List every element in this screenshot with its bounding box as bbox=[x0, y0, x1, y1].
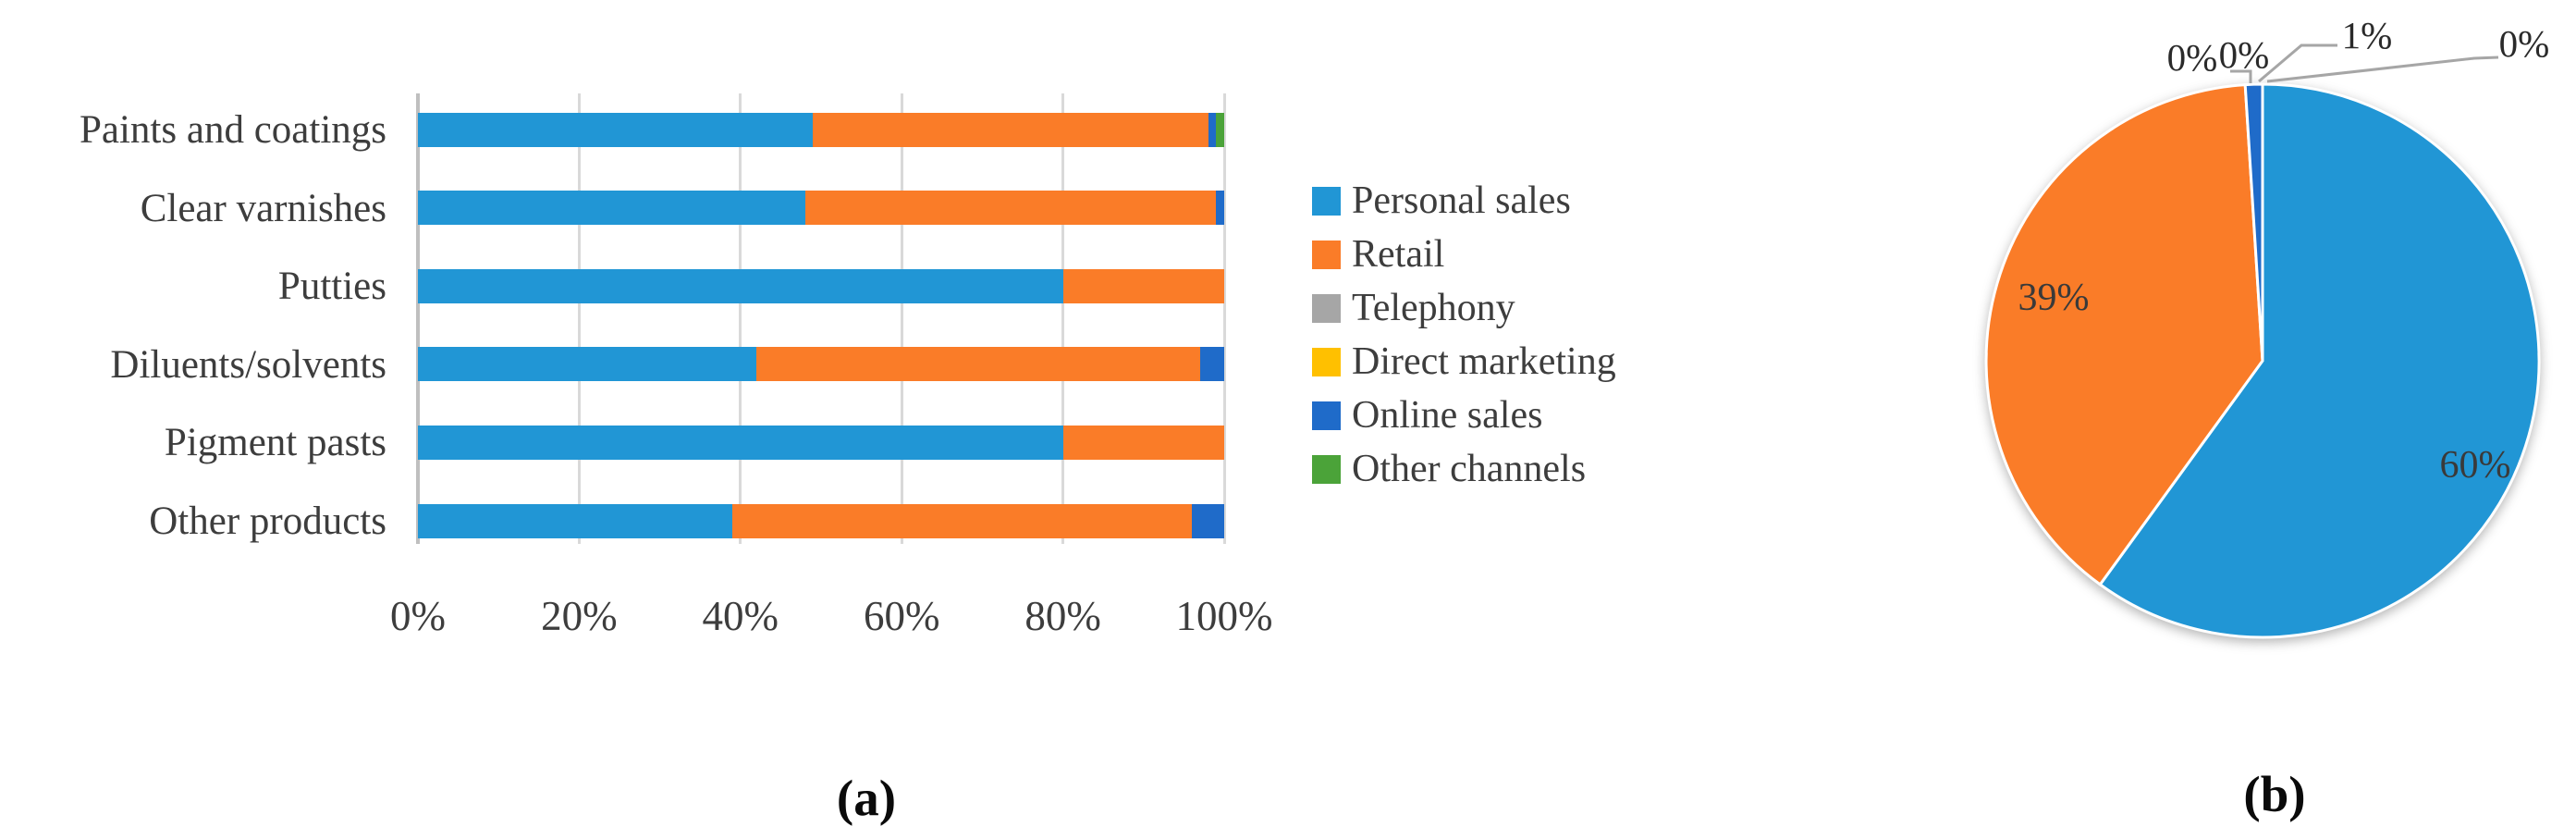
legend-label: Personal sales bbox=[1352, 179, 1571, 222]
bar-segment-retail bbox=[732, 503, 1193, 538]
bar-segment-online_sales bbox=[1208, 112, 1217, 147]
x-tick-label: 40% bbox=[702, 593, 779, 639]
legend-swatch-other_channels bbox=[1312, 455, 1341, 484]
legend-swatch-telephony bbox=[1312, 294, 1341, 323]
x-tick-label: 0% bbox=[390, 593, 446, 639]
category-label: Putties bbox=[277, 265, 386, 309]
bar-segment-online_sales bbox=[1216, 191, 1224, 226]
bar-segment-retail bbox=[804, 191, 1217, 226]
x-gridline bbox=[900, 93, 903, 544]
category-label: Diluents/solvents bbox=[110, 342, 386, 387]
bar-row bbox=[418, 425, 1224, 460]
bar-segment-retail bbox=[1062, 268, 1224, 303]
bar-row bbox=[418, 112, 1224, 147]
x-tick-label: 80% bbox=[1024, 593, 1101, 639]
bar-segment-personal_sales bbox=[418, 112, 814, 147]
bar-row bbox=[418, 268, 1224, 303]
y-axis-line bbox=[416, 93, 420, 544]
bar-segment-online_sales bbox=[1192, 503, 1224, 538]
caption-b: (b) bbox=[2243, 766, 2306, 822]
x-tick-label: 20% bbox=[541, 593, 618, 639]
pie-slice-online_sales bbox=[2243, 82, 2264, 362]
legend-swatch-personal_sales bbox=[1312, 187, 1341, 216]
bar-segment-retail bbox=[813, 112, 1208, 147]
legend-swatch-retail bbox=[1312, 241, 1341, 269]
x-tick-label: 100% bbox=[1175, 593, 1273, 639]
bar-row bbox=[418, 191, 1224, 226]
bar-segment-personal_sales bbox=[418, 425, 1063, 460]
legend-label: Other channels bbox=[1352, 448, 1587, 490]
pie-slice-personal_sales bbox=[2098, 82, 2541, 639]
legend-label: Telephony bbox=[1352, 287, 1515, 329]
category-label: Pigment pasts bbox=[164, 421, 386, 465]
legend-swatch-online_sales bbox=[1312, 401, 1341, 430]
pie-data-label-direct_marketing: 0% bbox=[2219, 33, 2270, 76]
caption-a: (a) bbox=[836, 770, 897, 826]
bar-segment-retail bbox=[756, 347, 1200, 382]
legend-label: Online sales bbox=[1352, 394, 1543, 437]
bar-segment-online_sales bbox=[1199, 347, 1224, 382]
bar-segment-retail bbox=[1062, 425, 1224, 460]
x-gridline bbox=[1222, 93, 1226, 544]
bar-row bbox=[418, 503, 1224, 538]
pie bbox=[1984, 82, 2541, 639]
pie-leader-line bbox=[2230, 69, 2252, 83]
bar-segment-personal_sales bbox=[418, 268, 1063, 303]
bar-segment-personal_sales bbox=[418, 347, 757, 382]
category-label: Other products bbox=[149, 500, 386, 543]
x-tick-label: 60% bbox=[863, 593, 940, 639]
pie-data-label-personal_sales: 60% bbox=[2440, 444, 2511, 487]
pie-data-label-retail: 39% bbox=[2018, 277, 2090, 319]
legend-label: Direct marketing bbox=[1352, 340, 1616, 383]
bar-segment-other_channels bbox=[1216, 112, 1224, 147]
pie-data-label-other_channels: 0% bbox=[2499, 22, 2550, 65]
pie-data-label-telephony: 0% bbox=[2167, 36, 2218, 79]
legend-label: Retail bbox=[1352, 233, 1445, 276]
category-label: Clear varnishes bbox=[140, 186, 386, 230]
pie-leader-line bbox=[2258, 43, 2337, 83]
category-label: Paints and coatings bbox=[79, 108, 386, 152]
x-gridline bbox=[577, 93, 581, 544]
x-gridline bbox=[739, 93, 742, 544]
pie-leader-line bbox=[2266, 56, 2499, 83]
bar-segment-personal_sales bbox=[418, 191, 805, 226]
bar-segment-personal_sales bbox=[418, 503, 733, 538]
legend-swatch-direct_marketing bbox=[1312, 348, 1341, 376]
bar-row bbox=[418, 347, 1224, 382]
pie-slice-retail bbox=[1984, 83, 2264, 586]
pie-data-label-online_sales: 1% bbox=[2342, 14, 2393, 56]
x-gridline bbox=[1061, 93, 1065, 544]
